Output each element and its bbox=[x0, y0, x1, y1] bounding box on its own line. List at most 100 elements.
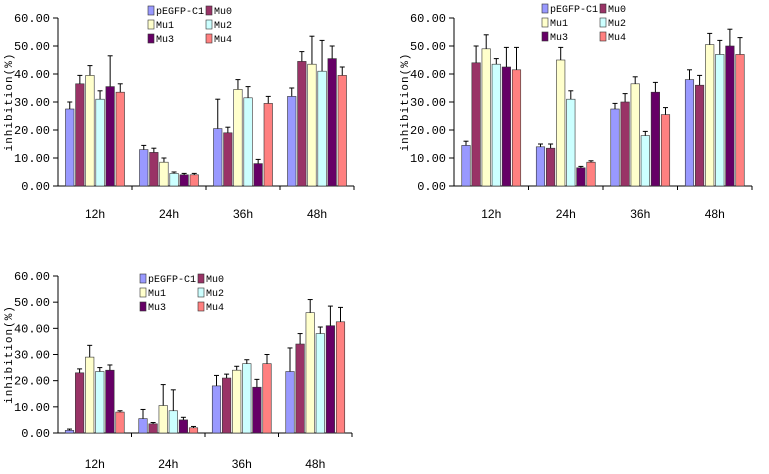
y-tick-label: 20.00 bbox=[14, 124, 50, 138]
bar-mu0 bbox=[75, 372, 85, 434]
bar-mu3 bbox=[105, 369, 115, 434]
bar-mu2 bbox=[315, 333, 325, 434]
bar-pegfp-c1 bbox=[684, 79, 695, 187]
category-label: 36h bbox=[233, 207, 253, 221]
bar-mu2 bbox=[715, 54, 725, 187]
bar-mu4 bbox=[189, 174, 199, 187]
legend-label: Mu4 bbox=[214, 35, 232, 46]
bar-pegfp-c1 bbox=[64, 430, 75, 434]
bar-pegfp-c1 bbox=[287, 96, 297, 187]
bar-pegfp-c1 bbox=[535, 146, 546, 187]
legend: pEGFP-C1 Mu0 Mu1 Mu2 Mu3 Mu4 bbox=[139, 273, 224, 314]
bar-mu4 bbox=[335, 321, 346, 434]
legend-label: Mu1 bbox=[550, 19, 568, 30]
legend-swatch bbox=[541, 31, 549, 42]
y-tick-label: 20.00 bbox=[14, 375, 50, 389]
bar-pegfp-c1 bbox=[285, 371, 295, 434]
bar-pegfp-c1 bbox=[65, 108, 75, 187]
bar-mu3 bbox=[576, 167, 586, 187]
y-tick-label: 30.00 bbox=[14, 96, 50, 110]
bar-mu3 bbox=[327, 58, 337, 187]
bar-mu1 bbox=[630, 83, 640, 187]
bar-mu3 bbox=[252, 386, 262, 434]
category-label: 12h bbox=[85, 457, 105, 471]
category-label: 48h bbox=[307, 207, 327, 221]
bar-mu1 bbox=[481, 48, 491, 187]
bar-mu2 bbox=[566, 98, 576, 187]
bar-mu1 bbox=[556, 59, 566, 187]
legend-label: Mu0 bbox=[608, 5, 626, 16]
bar-mu3 bbox=[179, 174, 189, 187]
legend-label: Mu0 bbox=[206, 275, 224, 286]
legend-swatch bbox=[205, 19, 213, 30]
bar-mu0 bbox=[222, 377, 232, 434]
legend: pEGFP-C1 Mu0 Mu1 Mu2 Mu3 Mu4 bbox=[147, 5, 232, 46]
chart-2: 0.00 10.00 20.00 30.00 40.00 50.00 60.00 inhibi… bbox=[400, 3, 753, 221]
y-tick-label: 40.00 bbox=[14, 68, 50, 82]
bar-mu1 bbox=[232, 369, 242, 434]
category-label: 12h bbox=[85, 207, 105, 221]
chart-3: 0.00 10.00 20.00 30.00 40.00 50.00 60.00 inhibi… bbox=[4, 270, 353, 471]
legend-swatch bbox=[147, 5, 155, 16]
bar-mu2 bbox=[168, 410, 178, 434]
legend-swatch bbox=[197, 273, 205, 284]
y-tick-label: 50.00 bbox=[14, 296, 50, 310]
bar-mu1 bbox=[158, 405, 168, 434]
bar-mu4 bbox=[511, 69, 522, 187]
legend-swatch bbox=[139, 287, 147, 298]
y-tick-label: 0.00 bbox=[417, 180, 446, 194]
bar-mu2 bbox=[317, 70, 327, 187]
bar-mu0 bbox=[620, 101, 630, 187]
y-tick-label: 50.00 bbox=[410, 40, 446, 54]
y-tick-label: 40.00 bbox=[410, 68, 446, 82]
y-tick-label: 40.00 bbox=[14, 322, 50, 336]
bar-mu0 bbox=[149, 152, 159, 187]
bar-mu0 bbox=[546, 147, 556, 187]
bar-mu0 bbox=[295, 343, 305, 434]
legend-label: Mu2 bbox=[608, 19, 626, 30]
bar-mu3 bbox=[650, 91, 660, 187]
bar-mu3 bbox=[325, 325, 335, 434]
legend-swatch bbox=[139, 273, 147, 284]
legend-label: Mu1 bbox=[148, 289, 166, 300]
bar-pegfp-c1 bbox=[610, 108, 620, 187]
legend-label: pEGFP-C1 bbox=[156, 7, 204, 18]
bar-mu2 bbox=[640, 135, 650, 187]
bar-mu4 bbox=[263, 103, 273, 187]
bar-mu2 bbox=[95, 98, 105, 187]
y-tick-label: 60.00 bbox=[14, 270, 50, 284]
bar-pegfp-c1 bbox=[213, 128, 223, 187]
y-axis-label: inhibition(%) bbox=[400, 53, 412, 152]
bar-mu4 bbox=[262, 363, 272, 434]
y-tick-label: 60.00 bbox=[14, 12, 50, 26]
category-label: 24h bbox=[556, 207, 576, 221]
bar-pegfp-c1 bbox=[138, 418, 148, 434]
bar-mu2 bbox=[491, 63, 501, 187]
bar-mu0 bbox=[297, 61, 307, 187]
y-tick-label: 20.00 bbox=[410, 124, 446, 138]
bar-mu4 bbox=[115, 411, 125, 434]
bar-pegfp-c1 bbox=[211, 385, 222, 434]
y-tick-label: 30.00 bbox=[14, 349, 50, 363]
bar-mu3 bbox=[501, 66, 511, 187]
legend-swatch bbox=[205, 33, 213, 44]
bar-mu1 bbox=[705, 44, 715, 187]
legend-swatch bbox=[139, 301, 147, 312]
category-label: 36h bbox=[630, 207, 650, 221]
category-label: 48h bbox=[305, 457, 325, 471]
y-tick-label: 0.00 bbox=[21, 427, 50, 441]
bar-mu2 bbox=[95, 371, 105, 434]
y-tick-label: 10.00 bbox=[410, 152, 446, 166]
y-tick-label: 10.00 bbox=[14, 152, 50, 166]
bar-pegfp-c1 bbox=[461, 145, 471, 187]
bar-mu2 bbox=[242, 363, 252, 434]
y-axis-label: inhibition(%) bbox=[4, 53, 16, 152]
bar-mu2 bbox=[243, 97, 253, 187]
legend: pEGFP-C1 Mu0 Mu1 Mu2 Mu3 Mu4 bbox=[541, 3, 626, 44]
bar-mu4 bbox=[660, 114, 671, 187]
bar-mu3 bbox=[178, 419, 188, 434]
category-label: 12h bbox=[481, 207, 501, 221]
bar-mu0 bbox=[695, 84, 705, 187]
bar-mu4 bbox=[115, 91, 125, 187]
